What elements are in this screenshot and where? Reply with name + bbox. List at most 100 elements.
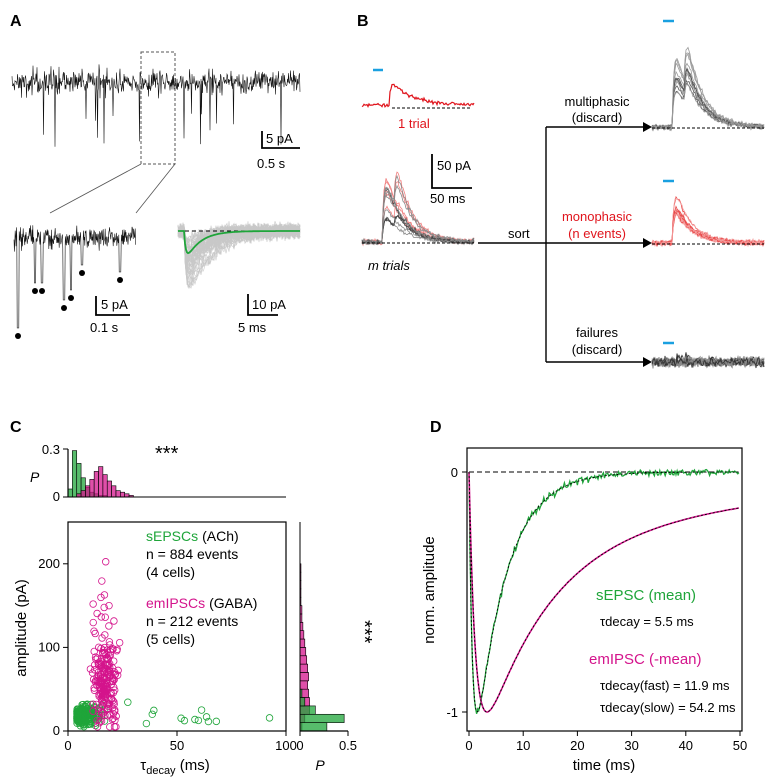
panel-label-a: A: [10, 13, 22, 30]
emipsc-point: [97, 661, 105, 670]
failures-line2: (discard): [572, 342, 623, 357]
righthist-sepsc-bar: [299, 705, 316, 715]
d-x-tick-label: 30: [624, 738, 638, 753]
emipsc-point: [108, 704, 117, 712]
sepsc-point: [83, 706, 92, 714]
multi-trace: [651, 73, 765, 130]
emipsc-point: [98, 577, 106, 585]
d-ylabel: norm. amplitude: [421, 536, 438, 644]
righthist-emipsc-bar: [299, 672, 309, 682]
event-dot: [61, 305, 67, 311]
emipsc-point: [110, 700, 118, 708]
sort-label: sort: [508, 226, 530, 241]
sepsc-point: [265, 714, 274, 722]
emipsc-point: [108, 715, 116, 724]
tophist-emipsc-bar: [106, 480, 112, 498]
event-dot: [79, 270, 85, 276]
emipsc-point: [98, 678, 106, 687]
y-tick-label: 100: [38, 639, 60, 654]
zoom-line-right: [135, 163, 176, 214]
emipsc-point: [108, 645, 117, 653]
sepsc-point: [204, 717, 213, 726]
righthist-emipsc-bar: [299, 663, 308, 673]
emipsc-point: [105, 601, 113, 610]
m-trial-trace: [361, 209, 475, 245]
legend-emipsc-n: n = 212 events: [146, 613, 238, 629]
emipsc-point: [101, 613, 109, 621]
d-x-tick-label: 10: [516, 738, 530, 753]
d-sepsc-trace: [468, 468, 740, 714]
tophist-emipsc-bar: [111, 485, 117, 498]
emipsc-point: [100, 682, 108, 690]
emipsc-point: [93, 654, 102, 662]
sepsc-point: [100, 717, 109, 725]
d-sepsc-fit: [468, 471, 739, 713]
emipsc-point: [103, 690, 111, 698]
d-x-tick-label: 50: [733, 738, 747, 753]
d-tau-slow: τdecay(slow) = 54.2 ms: [600, 700, 736, 715]
panel-d: 0 10 20 30 40 50 0 -1 norm. amplitude time (ms)…: [421, 447, 747, 774]
monophasic-traces: [651, 195, 765, 248]
fail-trace: [651, 355, 765, 368]
panel-label-d: D: [430, 419, 442, 436]
multiphasic-line2: (discard): [572, 110, 623, 125]
m-trials-text: m trials: [368, 258, 410, 273]
failures-line1: failures: [576, 325, 618, 340]
d-y-tick-label: -1: [446, 705, 458, 720]
xlabel-unit: (ms): [176, 757, 210, 774]
emipsc-point: [92, 700, 101, 709]
xlabel-sub: decay: [146, 765, 176, 777]
legend-emipsc-tx: (GABA): [209, 595, 257, 611]
emipsc-point: [105, 622, 113, 630]
tophist-emipsc-bar: [93, 471, 99, 498]
emipsc-point: [90, 684, 98, 692]
emipsc-point: [112, 723, 120, 731]
y-tick-label: 200: [38, 556, 60, 571]
x-tick-label: 0: [64, 738, 71, 753]
emipsc-point: [93, 609, 101, 618]
tophist-emipsc-bar: [102, 474, 108, 498]
emipsc-point: [100, 591, 109, 599]
legend-emipsc-cells: (5 cells): [146, 631, 195, 647]
d-emipsc-fit: [468, 471, 739, 713]
legend-sepsc: sEPSCs (ACh): [146, 528, 239, 544]
scale-b-y: 50 pA: [437, 158, 471, 173]
emipsc-point: [89, 618, 97, 627]
scale-bar-zoom: [95, 296, 130, 316]
scale-zoom-x: 0.1 s: [90, 320, 119, 335]
tophist-sepsc-bar: [76, 463, 82, 498]
a-long-trace: [11, 64, 301, 147]
monophasic-line1: monophasic: [562, 209, 633, 224]
multi-trace: [651, 53, 765, 130]
emipsc-point: [110, 723, 119, 731]
tophist-emipsc-bar: [115, 490, 121, 498]
sepsc-point: [142, 719, 151, 728]
scatter-axes: 0 50 100 0 100 200: [38, 556, 297, 753]
sepsc-point: [212, 717, 221, 726]
scale-bar-top: [261, 131, 300, 149]
emipsc-point: [91, 666, 99, 674]
mono-trace: [651, 212, 765, 247]
emipsc-point: [109, 714, 117, 723]
d-frame: [466, 447, 743, 732]
tophist-tick-label-0: 0: [53, 489, 60, 504]
emipsc-point: [110, 617, 118, 625]
legend-sepsc-cells: (4 cells): [146, 564, 195, 580]
emipsc-point: [110, 675, 118, 684]
event-dot: [117, 277, 123, 283]
scale-overlay-x: 5 ms: [238, 320, 267, 335]
emipsc-point: [94, 708, 103, 716]
tophist-significance: ***: [155, 443, 179, 465]
scale-zoom-y: 5 pA: [101, 297, 128, 312]
panel-label-c: C: [10, 419, 22, 436]
emipsc-point: [91, 629, 99, 638]
d-tau-sepsc: τdecay = 5.5 ms: [600, 614, 694, 629]
sepsc-point: [191, 715, 199, 724]
multi-trace: [651, 52, 765, 131]
legend-sepsc-n: n = 884 events: [146, 546, 238, 562]
panel-a: 5 pA 0.5 s 5 pA 0.1 s 10 pA 5 ms: [11, 51, 301, 339]
emipsc-point: [90, 647, 98, 656]
righthist-emipsc-bar: [299, 655, 308, 665]
